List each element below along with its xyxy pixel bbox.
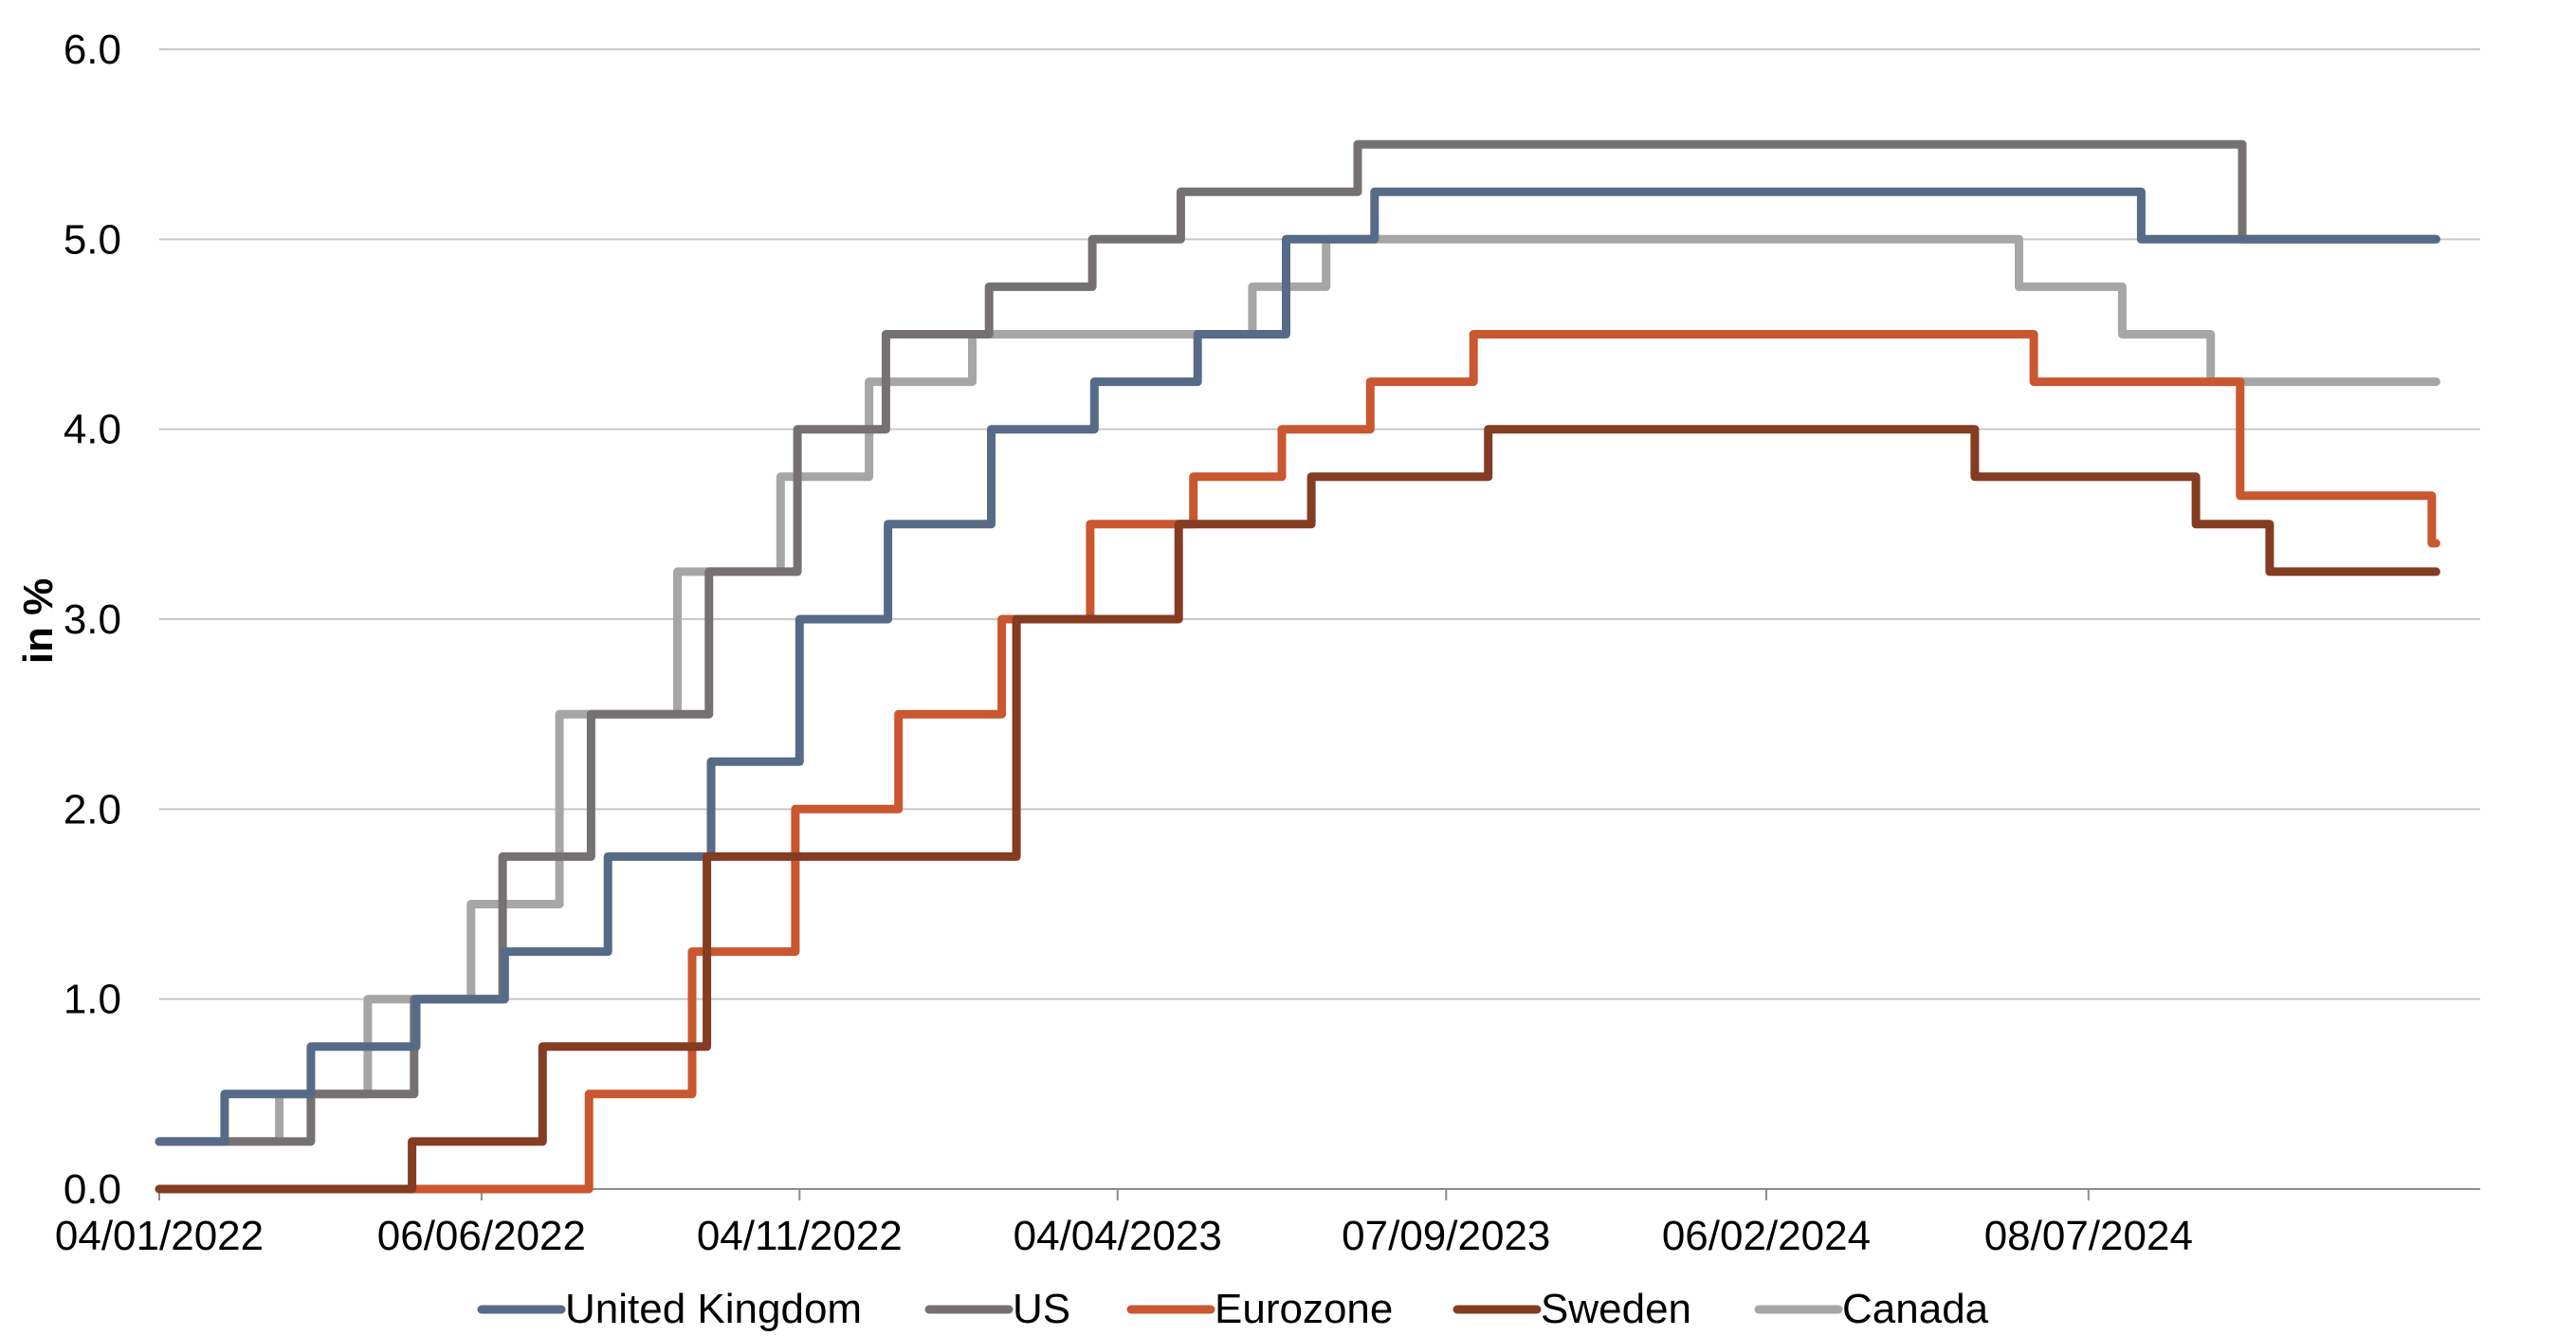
y-tick-label: 5.0 xyxy=(64,216,121,263)
x-axis: 04/01/2022 06/06/2022 04/11/2022 04/04/2023… xyxy=(55,1188,2480,1259)
series-line-united-kingdom xyxy=(155,187,2440,1146)
legend-label: Sweden xyxy=(1541,1286,1691,1332)
legend-label: Canada xyxy=(1842,1286,1989,1332)
x-tick-label: 06/06/2022 xyxy=(377,1213,586,1259)
y-tick-label: 1.0 xyxy=(64,977,121,1023)
x-tick-label: 04/01/2022 xyxy=(55,1213,264,1259)
y-tick-label: 0.0 xyxy=(64,1166,121,1213)
y-tick-label: 3.0 xyxy=(64,596,121,643)
y-axis-ticks: 0.0 1.0 2.0 3.0 4.0 5.0 6.0 xyxy=(64,27,121,1213)
legend-label: US xyxy=(1013,1286,1070,1332)
x-tick-label: 08/07/2024 xyxy=(1984,1213,2193,1259)
y-tick-label: 6.0 xyxy=(64,27,121,73)
x-tick-label: 06/02/2024 xyxy=(1662,1213,1871,1259)
x-tick-label: 07/09/2023 xyxy=(1342,1213,1550,1259)
legend-label: United Kingdom xyxy=(565,1286,862,1332)
x-tick-label: 04/04/2023 xyxy=(1014,1213,1222,1259)
legend-label: Eurozone xyxy=(1215,1286,1393,1332)
series-line-canada xyxy=(155,234,2440,1146)
y-tick-label: 2.0 xyxy=(64,786,121,833)
series-line-sweden xyxy=(155,425,2440,1194)
y-tick-label: 4.0 xyxy=(64,407,121,453)
y-axis-label: in % xyxy=(15,578,62,664)
legend: United Kingdom US Eurozone Sweden Canada xyxy=(477,1286,1989,1332)
series-lines xyxy=(155,139,2440,1194)
x-tick-label: 04/11/2022 xyxy=(697,1213,903,1259)
series-line-eurozone xyxy=(155,330,2440,1194)
